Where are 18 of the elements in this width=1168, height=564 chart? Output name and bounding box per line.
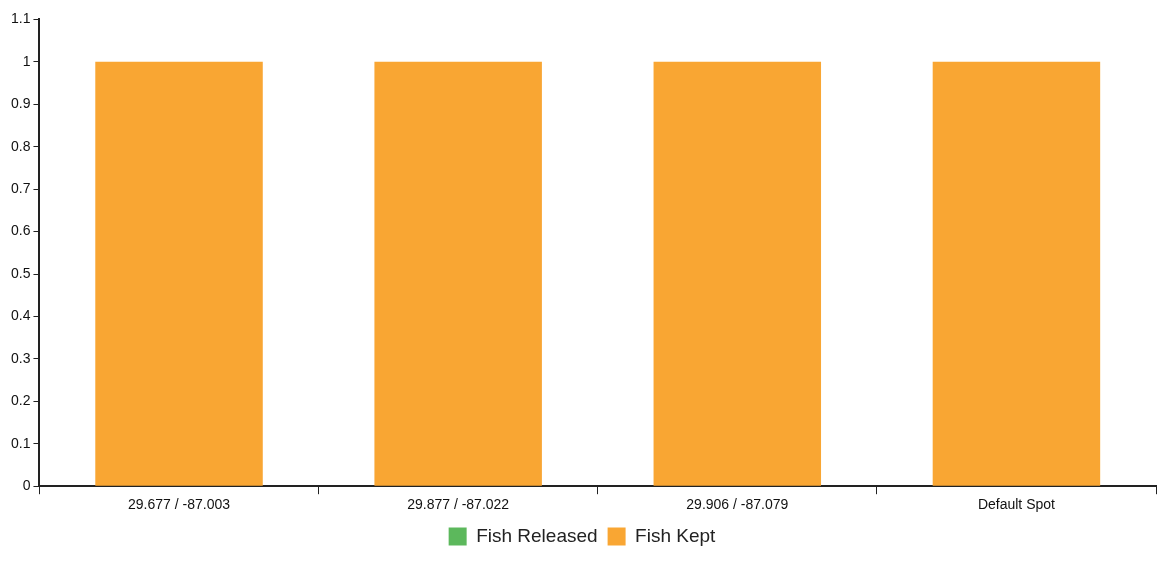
y-tick-label: 1.1 <box>10 10 31 27</box>
y-tick-label: 0.5 <box>10 264 31 281</box>
y-tick-label: 0.7 <box>10 180 31 196</box>
legend-label: Fish Kept <box>635 524 717 546</box>
x-tick-label: 29.677 / -87.003 <box>128 496 231 513</box>
y-tick-label: 0.1 <box>10 434 31 451</box>
y-tick-label: 0.9 <box>10 95 31 112</box>
x-tick-label: 29.906 / -87.079 <box>686 496 789 513</box>
y-tick-label: 0.6 <box>10 222 31 239</box>
x-tick-label: 29.877 / -87.022 <box>407 496 510 513</box>
y-tick-label: 0.8 <box>10 137 31 154</box>
y-tick-label: 1 <box>22 52 31 69</box>
y-tick-label: 0.2 <box>10 392 31 409</box>
y-tick-label: 0 <box>22 477 31 494</box>
x-tick-label: Default Spot <box>977 496 1056 513</box>
y-tick-label: 0.3 <box>10 349 31 366</box>
y-tick-label: 0.4 <box>10 307 31 324</box>
legend-label: Fish Released <box>476 524 598 546</box>
